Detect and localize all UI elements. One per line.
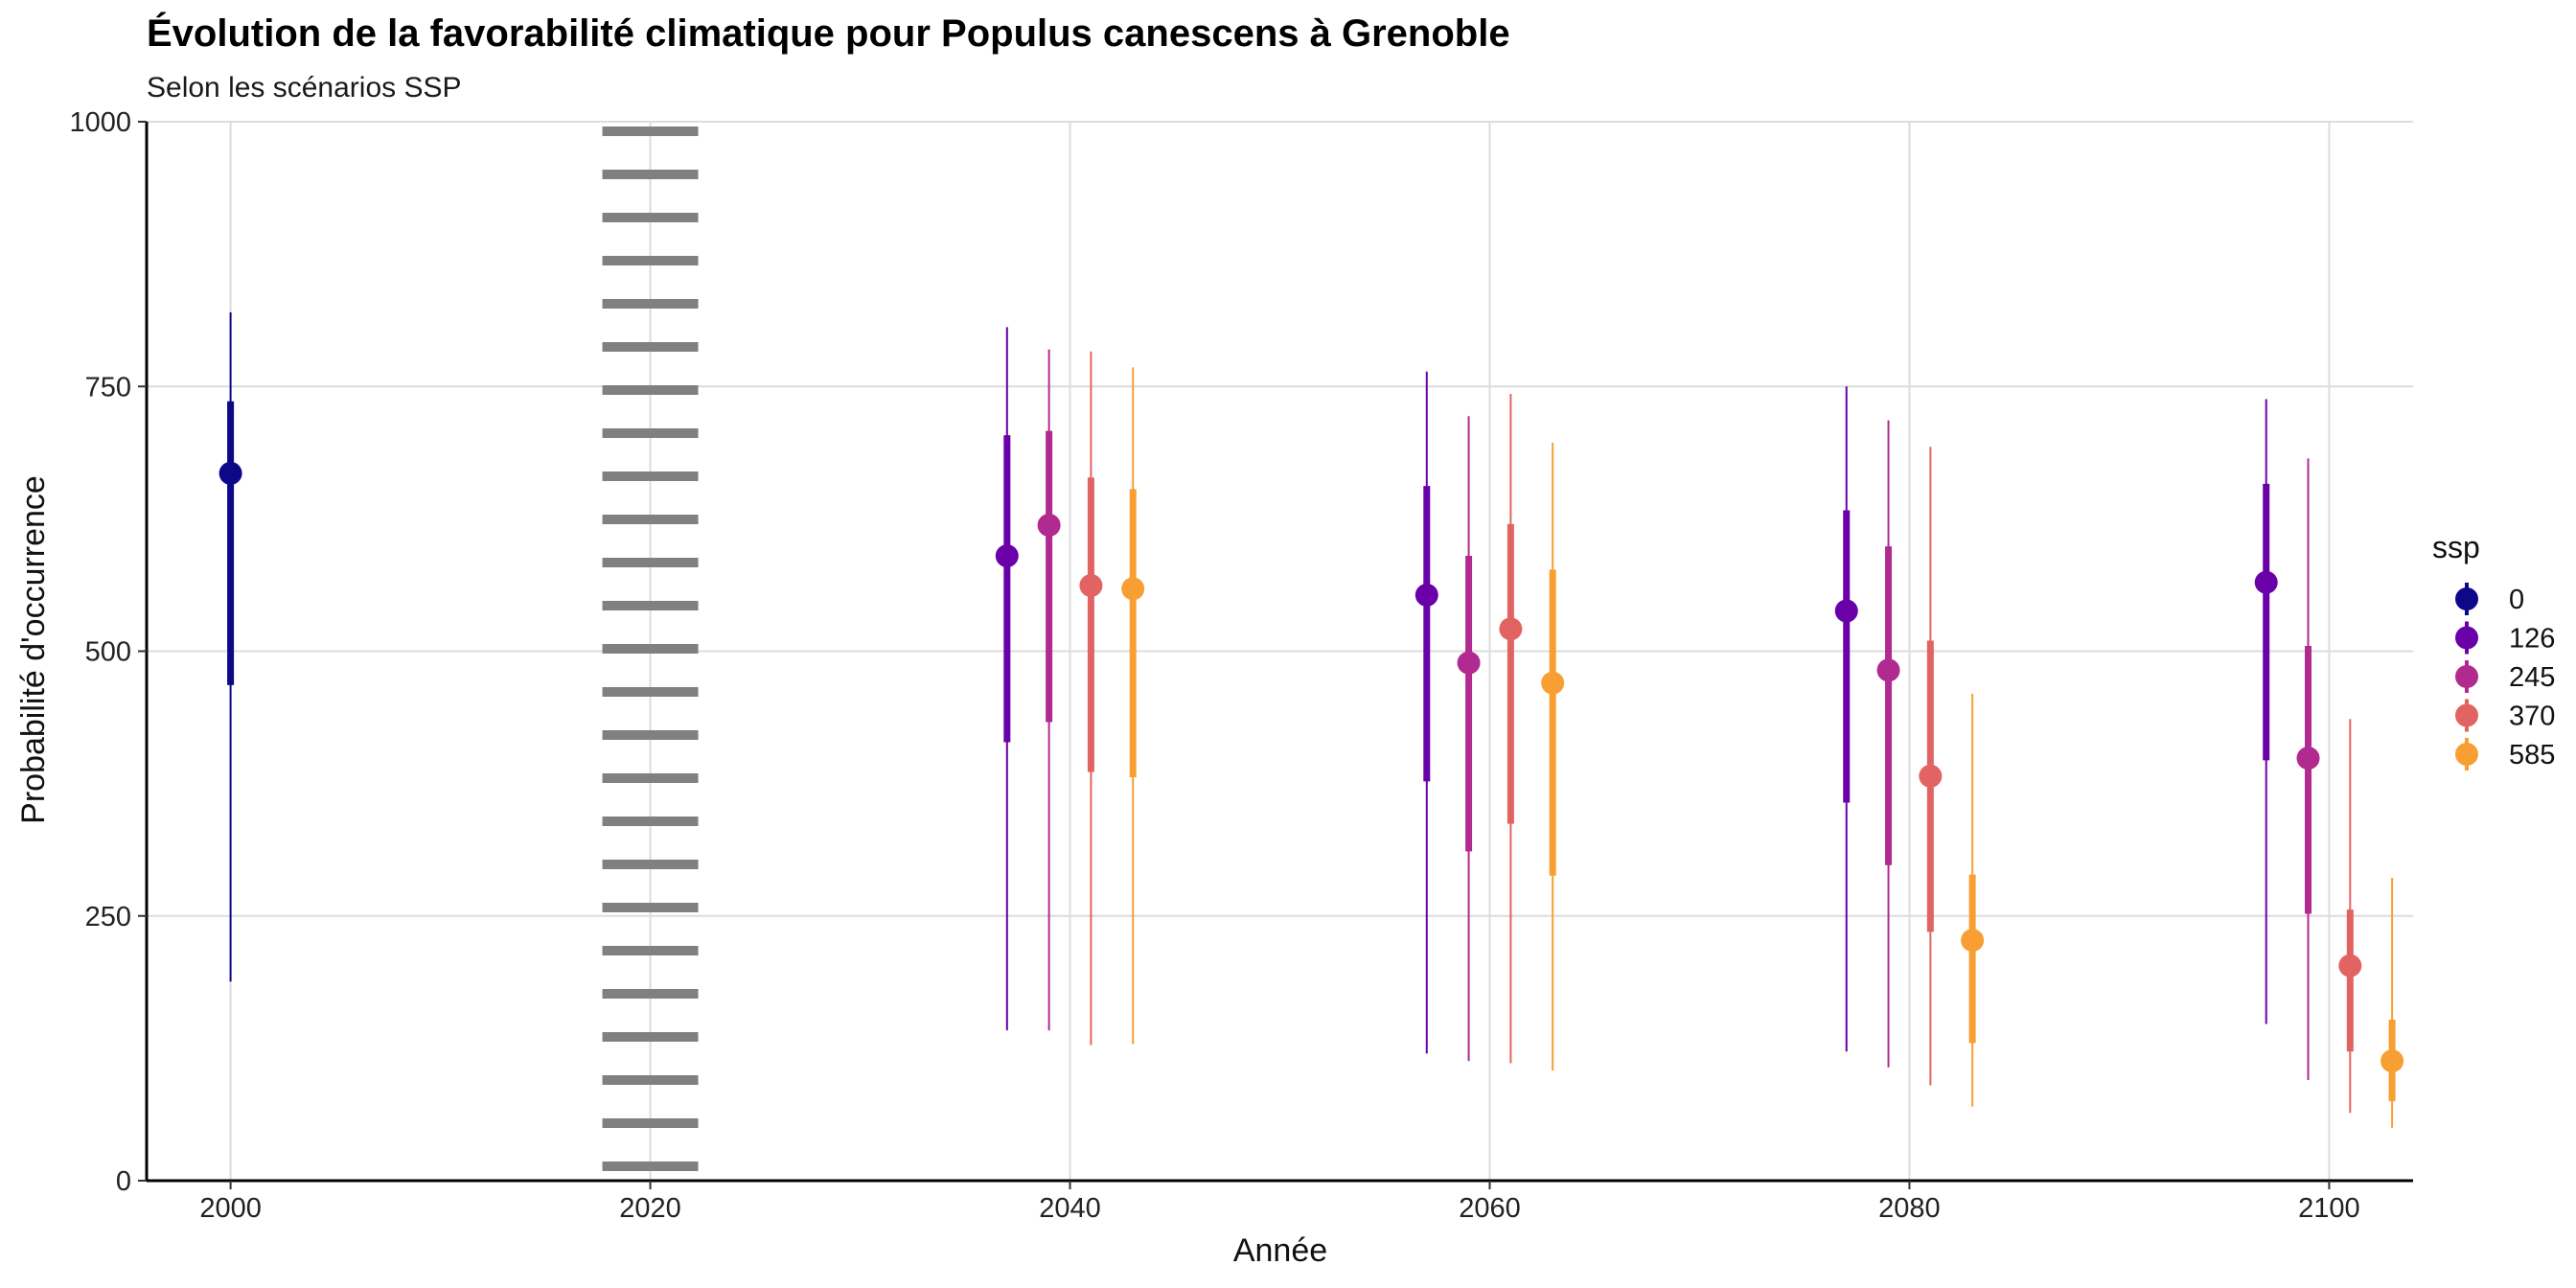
legend-key-point-0	[2455, 587, 2478, 610]
y-tick-label-250: 250	[85, 902, 131, 932]
legend-item-245: 245	[2455, 660, 2555, 693]
legend-label-245: 245	[2509, 662, 2555, 693]
chart-subtitle: Selon les scénarios SSP	[147, 72, 462, 104]
y-axis-title: Probabilité d'occurrence	[15, 475, 52, 824]
point-126-2037	[995, 544, 1019, 568]
series-ssp-585	[1121, 367, 2404, 1128]
point-245-2059	[1457, 651, 1481, 675]
series-ssp-245	[1037, 349, 2320, 1081]
x-tick-label-2060: 2060	[1459, 1193, 1521, 1224]
legend-title: ssp	[2432, 530, 2480, 564]
legend-item-0: 0	[2455, 583, 2524, 615]
point-126-2097	[2254, 570, 2278, 594]
point-ranges	[218, 311, 2404, 1128]
grid	[147, 121, 2413, 1181]
point-585-2043	[1121, 577, 1145, 601]
legend-label-370: 370	[2509, 702, 2555, 732]
chart-title: Évolution de la favorabilité climatique …	[147, 12, 1510, 55]
point-585-2083	[1961, 929, 1985, 953]
legend-item-126: 126	[2455, 621, 2555, 655]
legend-label-585: 585	[2509, 740, 2555, 770]
y-tick-label-0: 0	[116, 1166, 131, 1197]
x-tick-label-2020: 2020	[619, 1193, 681, 1224]
x-tick-label-2040: 2040	[1039, 1193, 1101, 1224]
point-245-2039	[1037, 514, 1061, 538]
x-axis-ticks: 2000 2020 2040 2060 2080 2100	[199, 1181, 2360, 1224]
point-585-2103	[2380, 1049, 2404, 1073]
x-tick-label-2000: 2000	[199, 1193, 262, 1224]
legend-label-0: 0	[2509, 585, 2524, 615]
point-370-2081	[1919, 764, 1943, 788]
series-ssp-370	[1079, 351, 2362, 1114]
point-370-2041	[1079, 573, 1103, 597]
legend-item-585: 585	[2455, 738, 2555, 770]
series-ssp-0	[218, 311, 242, 982]
legend-item-370: 370	[2455, 699, 2555, 732]
x-axis-title: Année	[1233, 1232, 1327, 1269]
x-tick-label-2100: 2100	[2298, 1193, 2360, 1224]
point-126-2077	[1834, 599, 1858, 623]
point-245-2099	[2296, 747, 2320, 770]
y-tick-label-500: 500	[85, 637, 131, 668]
series-ssp-126	[995, 327, 2278, 1054]
point-370-2061	[1499, 617, 1523, 641]
legend-key-point-370	[2455, 703, 2478, 727]
point-245-2079	[1876, 658, 1900, 682]
point-126-2057	[1414, 583, 1438, 607]
point-0-2000	[218, 461, 242, 485]
x-tick-label-2080: 2080	[1878, 1193, 1941, 1224]
y-tick-label-1000: 1000	[69, 107, 131, 138]
y-axis-ticks: 0 250 500 750 1000	[69, 107, 147, 1197]
legend-key-point-126	[2455, 626, 2478, 650]
legend: ssp 0 126 245 370 585	[2432, 530, 2555, 770]
legend-items: 0 126 245 370 585	[2455, 583, 2555, 770]
point-585-2063	[1541, 671, 1565, 695]
point-370-2101	[2338, 954, 2362, 978]
legend-key-point-245	[2455, 665, 2478, 688]
y-tick-label-750: 750	[85, 372, 131, 402]
legend-key-point-585	[2455, 743, 2478, 766]
legend-label-126: 126	[2509, 624, 2555, 655]
